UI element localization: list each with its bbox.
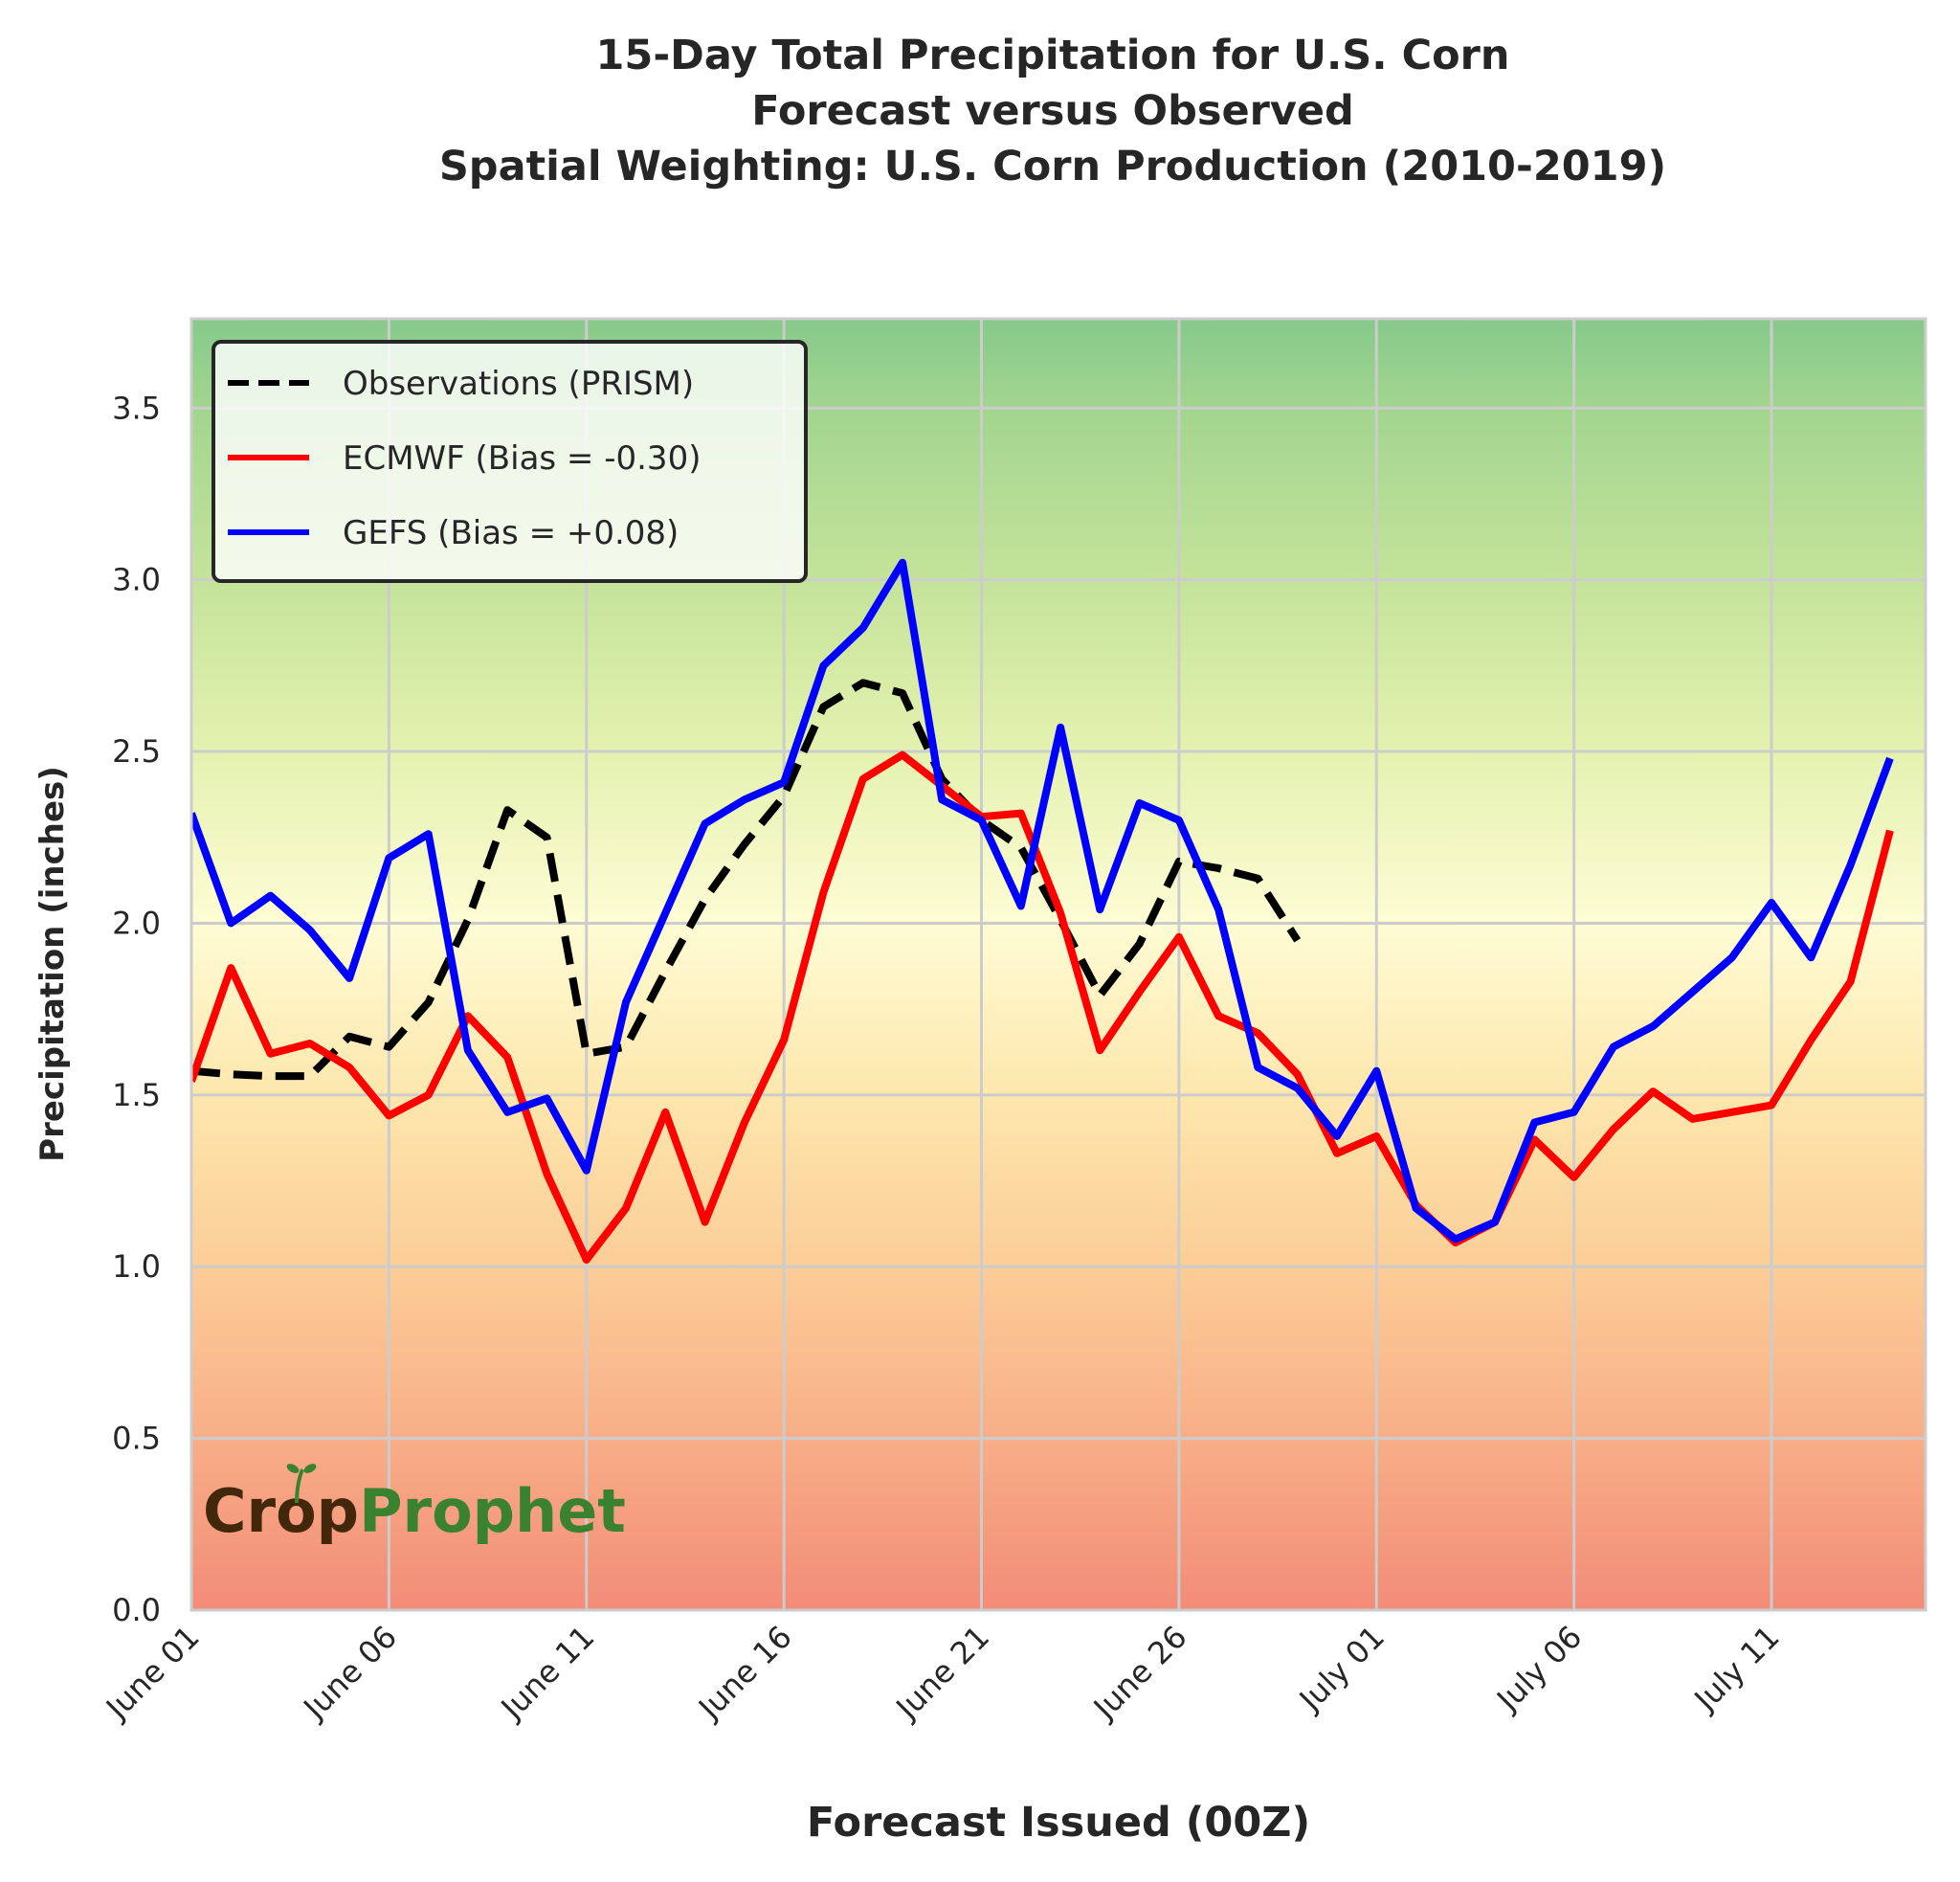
- logo-prophet-text: Prophet: [359, 1476, 626, 1546]
- y-axis-title: Precipitation (inches): [33, 766, 72, 1162]
- x-axis-title: Forecast Issued (00Z): [807, 1799, 1310, 1847]
- title-line-1: 15-Day Total Precipitation for U.S. Corn: [595, 32, 1509, 79]
- x-tick-label: July 01: [1291, 1619, 1392, 1719]
- logo-crop-text: Crop: [203, 1476, 359, 1546]
- title-line-3: Spatial Weighting: U.S. Corn Production …: [439, 143, 1666, 190]
- y-axis-ticks: 0.0 0.5 1.0 1.5 2.0 2.5 3.0 3.5: [112, 390, 161, 1628]
- x-tick-label: July 06: [1488, 1619, 1589, 1719]
- y-tick-label: 2.0: [112, 905, 161, 941]
- y-tick-label: 2.5: [112, 733, 161, 770]
- x-tick-label: June 16: [690, 1619, 799, 1728]
- x-tick-label: June 11: [493, 1619, 602, 1728]
- series-line-observations: [191, 679, 1302, 1081]
- x-tick-label: June 21: [888, 1619, 997, 1728]
- x-tick-label: June 06: [295, 1619, 404, 1728]
- y-tick-label: 0.5: [112, 1421, 161, 1457]
- title-line-2: Forecast versus Observed: [751, 87, 1354, 135]
- chart-title: 15-Day Total Precipitation for U.S. Corn…: [439, 32, 1666, 190]
- sprout-icon: [286, 1464, 317, 1504]
- x-tick-label: July 11: [1686, 1619, 1787, 1719]
- legend-label-gefs: GEFS (Bias = +0.08): [343, 514, 679, 552]
- cropprophet-logo: CropProphet: [203, 1464, 626, 1546]
- x-axis-ticks: June 01 June 06 June 11 June 16 June 21 June …: [98, 1619, 1787, 1728]
- svg-text:CropProphet: CropProphet: [203, 1476, 626, 1546]
- x-tick-label: June 26: [1085, 1619, 1194, 1728]
- series-lines: [191, 558, 1894, 1264]
- y-tick-label: 1.5: [112, 1077, 161, 1113]
- y-tick-label: 1.0: [112, 1248, 161, 1285]
- y-tick-label: 0.0: [112, 1592, 161, 1628]
- plot-frame: [189, 317, 1927, 1612]
- series-line-gefs: [191, 558, 1894, 1243]
- legend-box: [212, 340, 808, 583]
- y-tick-label: 3.5: [112, 390, 161, 426]
- y-tick-label: 3.0: [112, 562, 161, 598]
- legend: Observations (PRISM) ECMWF (Bias = -0.30…: [212, 340, 808, 583]
- series-line-ecmwf: [191, 751, 1894, 1264]
- x-tick-label: June 01: [98, 1619, 207, 1728]
- legend-label-ecmwf: ECMWF (Bias = -0.30): [343, 439, 701, 478]
- legend-label-observations: Observations (PRISM): [343, 365, 694, 403]
